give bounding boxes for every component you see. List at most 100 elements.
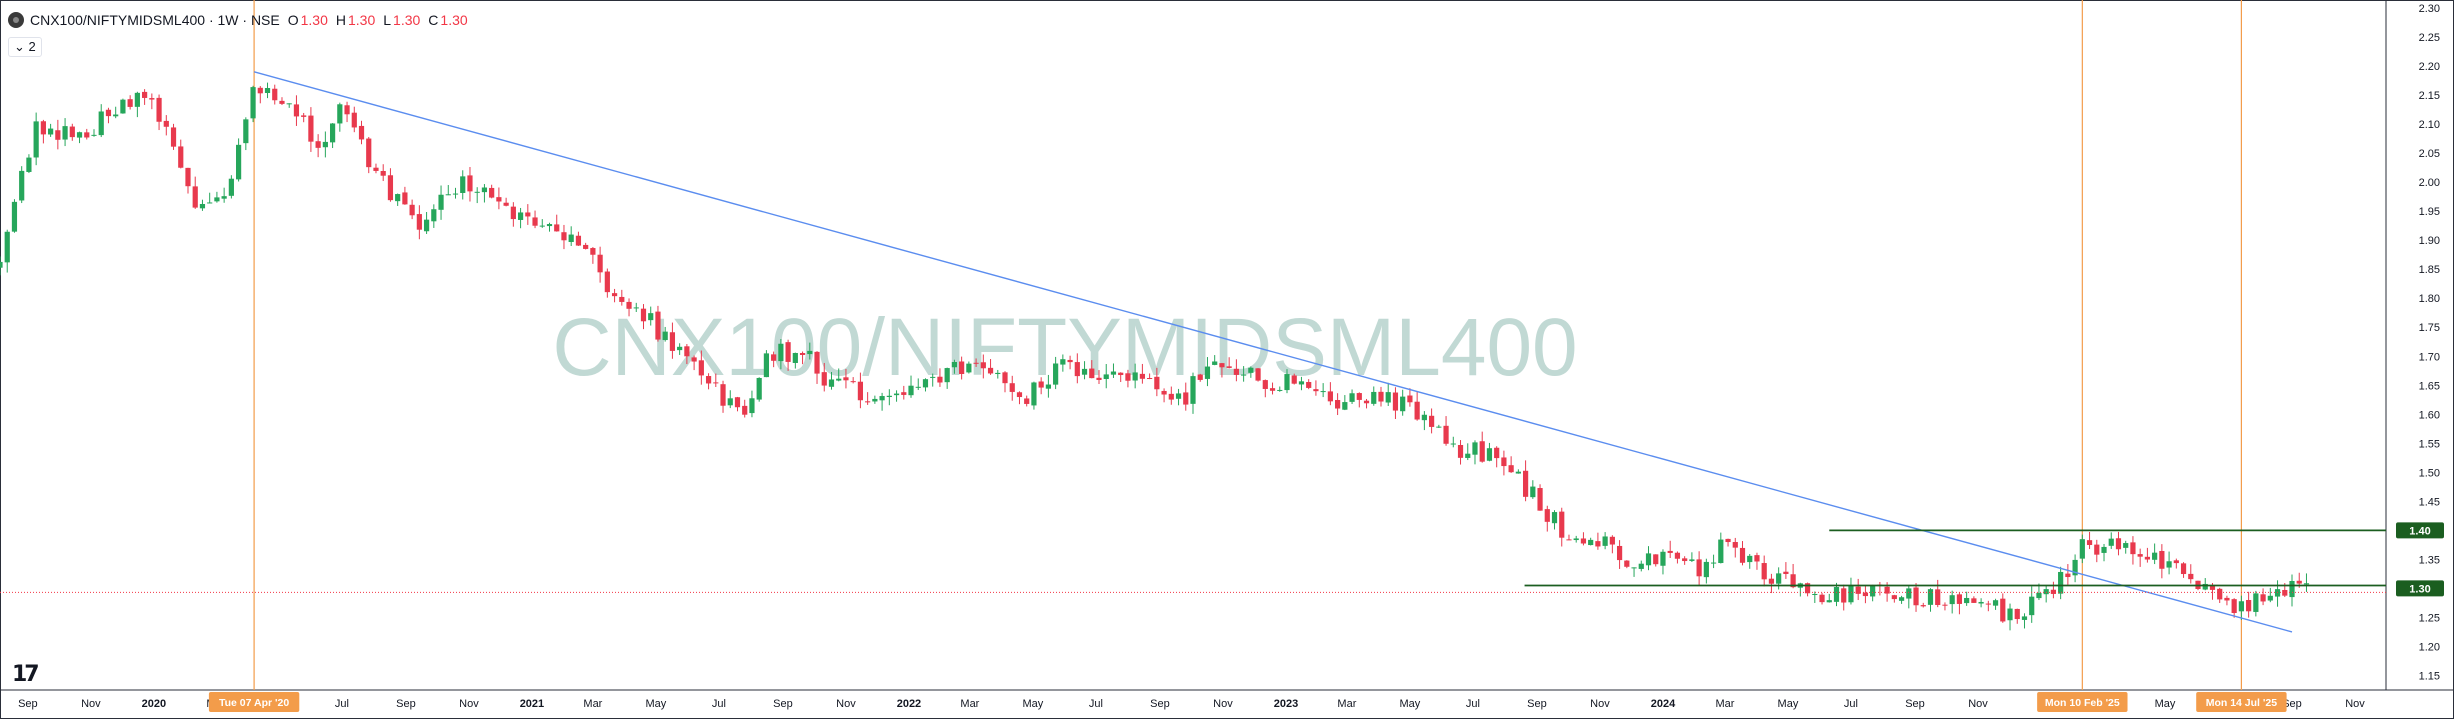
candle-body	[1530, 486, 1536, 498]
candle-body	[749, 398, 755, 414]
time-tick-label: 2021	[520, 698, 544, 710]
price-tick-label: 2.25	[2419, 32, 2440, 44]
candle-body	[1891, 595, 1897, 600]
candle-body	[1118, 372, 1124, 376]
candle-body	[1147, 378, 1153, 380]
candle-body	[1031, 382, 1037, 406]
candle-body	[156, 97, 162, 122]
time-tick-label: Nov	[459, 698, 479, 710]
candle-body	[1573, 538, 1579, 541]
candle-body	[1067, 359, 1073, 363]
candle-body	[1154, 376, 1160, 390]
symbol-title[interactable]: CNX100/NIFTYMIDSML400 · 1W · NSE	[30, 12, 280, 28]
candle-body	[980, 362, 986, 369]
candle-body	[1277, 389, 1283, 391]
time-tick-label: Sep	[396, 698, 416, 710]
candle-body	[1060, 359, 1066, 365]
candle-body	[11, 201, 18, 232]
candle-body	[677, 346, 683, 351]
candle-body	[1515, 471, 1521, 474]
candle-body	[2086, 540, 2093, 545]
candle-body	[1457, 444, 1464, 458]
candle-body	[1956, 594, 1963, 604]
time-tick-label: Mar	[960, 698, 979, 710]
candle-body	[1024, 398, 1030, 404]
candle-body	[2137, 554, 2143, 557]
date-marker-badge	[208, 692, 300, 712]
time-tick-label: Jul	[1466, 698, 1480, 710]
candle-body	[966, 363, 972, 373]
high-value: 1.30	[348, 12, 376, 28]
time-tick-label: Sep	[18, 698, 38, 710]
candle-body	[221, 196, 227, 199]
price-tick-label: 1.85	[2419, 264, 2440, 276]
candle-body	[423, 219, 430, 232]
candle-body	[1761, 563, 1767, 580]
candle-body	[561, 232, 567, 241]
candle-body	[727, 398, 733, 406]
symbol-legend[interactable]: CNX100/NIFTYMIDSML400 · 1W · NSE O 1.30 H…	[8, 12, 468, 28]
time-tick-label: Sep	[773, 698, 793, 710]
price-tick-label: 2.15	[2419, 90, 2440, 102]
candle-body	[1168, 393, 1174, 400]
candle-body	[2296, 580, 2302, 584]
time-tick-label: 2024	[1651, 698, 1676, 710]
candle-body	[1226, 366, 1232, 368]
candle-body	[272, 88, 278, 101]
price-label-text: 1.40	[2409, 525, 2430, 537]
candle-body	[373, 167, 379, 171]
indicators-toggle-button[interactable]: ⌄ 2	[8, 37, 42, 57]
candle-body	[1197, 374, 1203, 380]
candle-body	[1848, 585, 1854, 603]
candle-body	[843, 377, 849, 381]
candle-body	[828, 379, 835, 387]
candle-body	[1385, 392, 1391, 403]
price-tick-label: 1.90	[2419, 235, 2440, 247]
candle-body	[120, 99, 126, 114]
candle-body	[503, 202, 509, 206]
candle-body	[1841, 588, 1847, 603]
price-tick-label: 1.20	[2419, 641, 2440, 653]
candle-body	[1255, 368, 1261, 381]
time-tick-label: Nov	[81, 698, 101, 710]
price-tick-label: 1.25	[2419, 612, 2440, 624]
candle-body	[409, 204, 415, 216]
tradingview-logo-icon[interactable]: 17	[12, 662, 40, 687]
candle-body	[1616, 545, 1623, 561]
candle-body	[2130, 542, 2136, 555]
candle-body	[1053, 363, 1059, 385]
candle-body	[1660, 551, 1666, 566]
candle-body	[1508, 465, 1514, 473]
candle-body	[1125, 373, 1131, 381]
candle-body	[1783, 571, 1789, 574]
candle-body	[286, 103, 292, 105]
time-tick-label: Nov	[1590, 698, 1610, 710]
candle-body	[944, 368, 950, 383]
candle-body	[236, 144, 242, 180]
candle-body	[893, 393, 900, 396]
candle-body	[489, 187, 495, 198]
candle-body	[279, 100, 285, 104]
time-tick-label: Nov	[2345, 698, 2365, 710]
candle-body	[2231, 599, 2237, 613]
candle-body	[33, 121, 39, 158]
candle-body	[575, 235, 582, 246]
candle-body	[1537, 488, 1543, 511]
time-tick-label: May	[646, 698, 667, 710]
candle-body	[583, 244, 589, 249]
candle-body	[1269, 388, 1276, 391]
candle-body	[366, 138, 372, 168]
candle-body	[170, 127, 177, 147]
candle-body	[973, 362, 979, 364]
candle-body	[91, 134, 97, 136]
price-tick-label: 1.70	[2419, 351, 2440, 363]
candle-body	[1855, 586, 1861, 594]
candle-body	[619, 296, 625, 302]
candle-body	[1776, 573, 1782, 584]
candle-body	[1819, 594, 1825, 603]
candle-body	[1378, 391, 1384, 402]
candle-body	[2050, 589, 2057, 594]
candle-body	[40, 121, 46, 135]
